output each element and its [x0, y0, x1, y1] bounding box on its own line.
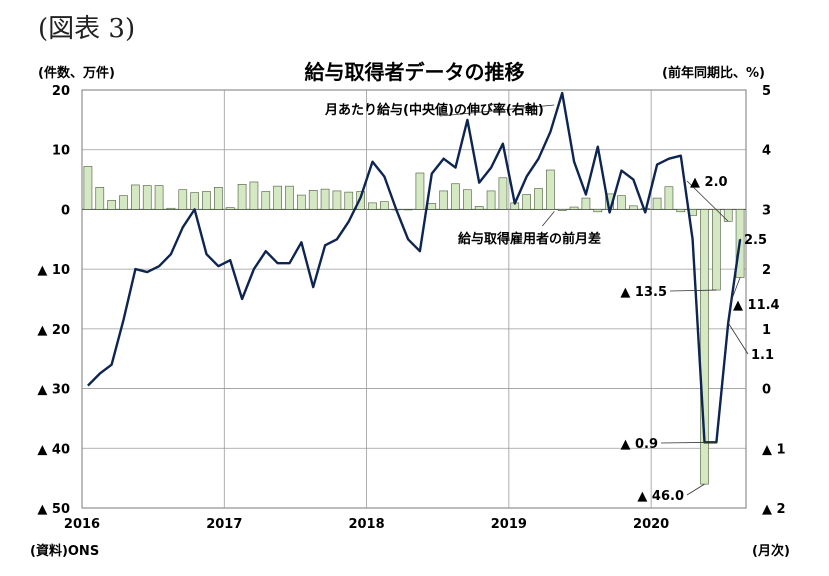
left-axis-tick-label: 0	[61, 203, 70, 218]
right-axis-tick-label: 4	[762, 144, 771, 159]
bar-mark	[320, 188, 330, 210]
bar-mark	[83, 166, 93, 210]
value-callout: ▲ 0.9	[620, 437, 658, 452]
bar-mark	[107, 200, 116, 210]
left-axis-tick-label: 20	[52, 84, 70, 99]
bar-mark	[712, 209, 721, 291]
bar-mark	[285, 185, 294, 210]
x-axis-tick-label: 2020	[633, 517, 669, 532]
bar-mark	[225, 207, 235, 210]
bar-mark	[593, 209, 603, 213]
right-axis-tick-label: ▲ 1	[762, 442, 786, 457]
line-series-label: 月あたり給与(中央値)の伸び率(右軸)	[324, 102, 544, 118]
value-callout-leader	[669, 289, 717, 292]
chart-title: 給与取得者データの推移	[304, 60, 525, 84]
bar-mark	[498, 177, 508, 210]
left-axis-tick-label: ▲ 30	[37, 383, 70, 398]
bar-mark	[344, 191, 354, 210]
x-axis-tick-label: 2019	[491, 517, 527, 532]
bar-mark	[522, 194, 531, 210]
value-callout: ▲ 11.4	[733, 298, 780, 313]
left-axis-tick-label: ▲ 40	[37, 442, 70, 457]
bar-mark	[214, 187, 223, 210]
right-axis-tick-label: 3	[762, 203, 771, 218]
x-axis-unit: (月次)	[752, 544, 790, 559]
right-axis-tick-label: 5	[762, 84, 771, 99]
bar-mark	[617, 195, 626, 210]
line-series-leader	[439, 104, 555, 117]
bar-mark	[190, 192, 199, 210]
bar-series-leader	[542, 211, 555, 227]
bar-mark	[273, 185, 282, 210]
bar-mark	[534, 188, 543, 210]
value-callout-leader	[727, 322, 749, 355]
bar-mark	[237, 184, 247, 210]
bar-mark	[557, 209, 567, 211]
value-callout: 1.1	[751, 348, 774, 363]
bar-mark	[546, 169, 555, 210]
right-axis-unit: (前年同期比、%)	[662, 66, 765, 81]
left-axis-unit: (件数、万件)	[38, 66, 115, 81]
bar-mark	[664, 186, 674, 210]
left-axis-tick-label: ▲ 50	[37, 502, 70, 517]
bar-mark	[451, 183, 460, 210]
bar-mark	[166, 207, 176, 210]
right-axis-tick-label: 2	[762, 263, 771, 278]
value-callout-leader	[686, 180, 729, 222]
bar-mark	[415, 172, 425, 210]
left-axis-tick-label: ▲ 10	[37, 263, 70, 278]
bar-mark	[131, 184, 140, 210]
x-axis-tick-label: 2018	[348, 517, 384, 532]
value-callout: 2.5	[744, 233, 767, 248]
bar-mark	[652, 197, 662, 210]
bar-mark	[403, 209, 413, 211]
right-axis-tick-label: ▲ 2	[762, 502, 786, 517]
bar-mark	[261, 191, 271, 210]
right-axis-tick-label: 0	[762, 383, 771, 398]
bar-mark	[368, 202, 377, 210]
bar-mark	[581, 197, 591, 210]
value-callout: ▲ 46.0	[637, 489, 684, 504]
bar-mark	[700, 209, 709, 485]
bar-mark	[249, 181, 259, 210]
bar-mark	[486, 190, 496, 210]
value-callout-leader	[660, 441, 717, 444]
value-callout: ▲ 2.0	[690, 175, 728, 190]
bar-mark	[427, 203, 437, 210]
bar-mark	[723, 209, 733, 222]
left-axis-tick-label: ▲ 20	[37, 323, 70, 338]
value-callout-leader	[729, 277, 741, 305]
right-axis-tick-label: 1	[762, 323, 771, 338]
bar-mark	[332, 190, 342, 210]
bar-mark	[119, 195, 128, 210]
growth-line	[87, 91, 742, 444]
bar-mark	[142, 185, 152, 210]
bar-mark	[439, 190, 448, 210]
bar-mark	[380, 201, 389, 210]
bar-mark	[676, 209, 686, 213]
source-note: (資料)ONS	[30, 544, 100, 559]
bar-mark	[356, 191, 365, 210]
bar-mark	[154, 185, 164, 210]
left-axis-tick-label: 10	[52, 144, 70, 159]
plot-area	[81, 89, 747, 509]
bar-mark	[95, 187, 105, 210]
bar-mark	[202, 191, 211, 210]
bar-series-label: 給与取得雇用者の前月差	[458, 231, 601, 247]
bar-mark	[297, 194, 306, 210]
figure-label: (図表 3)	[38, 14, 136, 44]
bar-mark	[474, 206, 484, 210]
bar-mark	[308, 190, 318, 210]
bar-mark	[569, 206, 579, 210]
x-axis-tick-label: 2016	[64, 517, 100, 532]
bar-mark	[629, 205, 638, 210]
value-callout-leader	[686, 483, 705, 496]
x-axis-tick-label: 2017	[206, 517, 242, 532]
value-callout: ▲ 13.5	[620, 285, 667, 300]
bar-mark	[178, 189, 188, 210]
bar-mark	[463, 189, 472, 210]
